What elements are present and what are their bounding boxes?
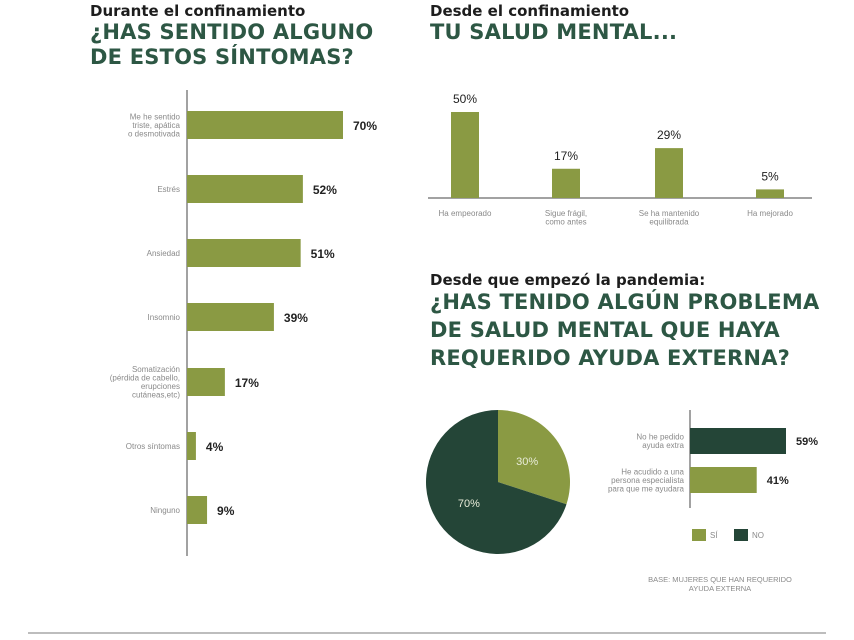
left-subtitle: Durante el confinamiento xyxy=(90,2,306,20)
symptom-value-label: 52% xyxy=(313,183,337,197)
help-category-label: ayuda extra xyxy=(642,441,684,450)
symptom-category-label: cutáneas,etc) xyxy=(132,391,180,400)
mental-health-category-label: Se ha mantenido xyxy=(639,209,700,218)
left-title-line-2: DE ESTOS SÍNTOMAS? xyxy=(90,45,354,69)
symptom-category-label: Ninguno xyxy=(150,506,180,515)
bottom-right-title-line-1: ¿HAS TENIDO ALGÚN PROBLEMA xyxy=(430,290,820,314)
mental-health-bar xyxy=(451,112,479,198)
symptom-value-label: 9% xyxy=(217,504,235,518)
pie-value-label: 70% xyxy=(458,498,480,510)
bottom-right-subtitle: Desde que empezó la pandemia: xyxy=(430,271,706,289)
top-right-title: TU SALUD MENTAL... xyxy=(430,20,678,44)
symptom-value-label: 51% xyxy=(311,247,335,261)
bottom-divider xyxy=(28,632,826,634)
legend-label: NO xyxy=(752,531,764,540)
mental-health-bar xyxy=(756,189,784,198)
help-category-label: para que me ayudara xyxy=(608,484,685,493)
mental-health-bar xyxy=(552,168,580,198)
symptom-bar xyxy=(187,368,225,396)
pie-slice xyxy=(426,410,567,554)
symptom-category-label: Ansiedad xyxy=(147,249,180,258)
symptom-category-label: erupciones xyxy=(141,382,180,391)
symptom-value-label: 39% xyxy=(284,311,308,325)
mental-health-value-label: 17% xyxy=(554,149,578,163)
symptom-bar xyxy=(187,175,303,203)
pie-value-label: 30% xyxy=(516,456,538,468)
legend-swatch xyxy=(734,529,748,541)
help-value-label: 41% xyxy=(767,475,789,487)
mental-health-category-label: Ha empeorado xyxy=(439,209,492,218)
symptom-bar xyxy=(187,432,196,460)
mental-health-value-label: 5% xyxy=(761,169,779,183)
symptom-bar xyxy=(187,496,208,524)
left-title-line-1: ¿HAS SENTIDO ALGUNO xyxy=(90,20,374,44)
legend-label: SÍ xyxy=(710,531,718,540)
symptom-category-label: o desmotivada xyxy=(128,129,181,138)
mental-health-category-label: como antes xyxy=(545,218,586,227)
base-note: AYUDA EXTERNA xyxy=(689,584,751,593)
symptom-value-label: 17% xyxy=(235,376,259,390)
help-value-label: 59% xyxy=(796,436,818,448)
help-category-label: He acudido a una xyxy=(621,467,684,476)
help-bar xyxy=(690,428,786,454)
mental-health-value-label: 50% xyxy=(453,92,477,106)
legend-swatch xyxy=(692,529,706,541)
symptom-category-label: (pérdida de cabello, xyxy=(110,374,180,383)
help-category-label: No he pedido xyxy=(636,433,684,442)
symptom-category-label: Somatización xyxy=(132,365,180,374)
base-note: BASE: MUJERES QUE HAN REQUERIDO xyxy=(648,575,792,584)
symptom-category-label: Estrés xyxy=(157,185,180,194)
mental-health-category-label: Ha mejorado xyxy=(747,209,793,218)
symptom-value-label: 4% xyxy=(206,440,224,454)
symptom-value-label: 70% xyxy=(353,119,377,133)
symptom-bar xyxy=(187,111,343,139)
bottom-right-title-line-2: DE SALUD MENTAL QUE HAYA xyxy=(430,318,780,342)
symptom-category-label: Otros síntomas xyxy=(126,442,180,451)
help-category-label: persona especialista xyxy=(611,476,684,485)
top-right-subtitle: Desde el confinamiento xyxy=(430,2,630,20)
mental-health-category-label: Sigue frágil, xyxy=(545,209,587,218)
mental-health-bar xyxy=(655,148,683,198)
symptom-bar xyxy=(187,303,274,331)
symptom-bar xyxy=(187,239,301,267)
help-bar xyxy=(690,467,757,493)
symptom-category-label: Me he sentido xyxy=(130,112,181,121)
mental-health-value-label: 29% xyxy=(657,128,681,142)
symptom-category-label: Insomnio xyxy=(148,313,181,322)
symptom-category-label: triste, apática xyxy=(132,121,180,130)
mental-health-category-label: equilibrada xyxy=(649,218,689,227)
pie-slice xyxy=(498,410,570,505)
bottom-right-title-line-3: REQUERIDO AYUDA EXTERNA? xyxy=(430,346,791,370)
